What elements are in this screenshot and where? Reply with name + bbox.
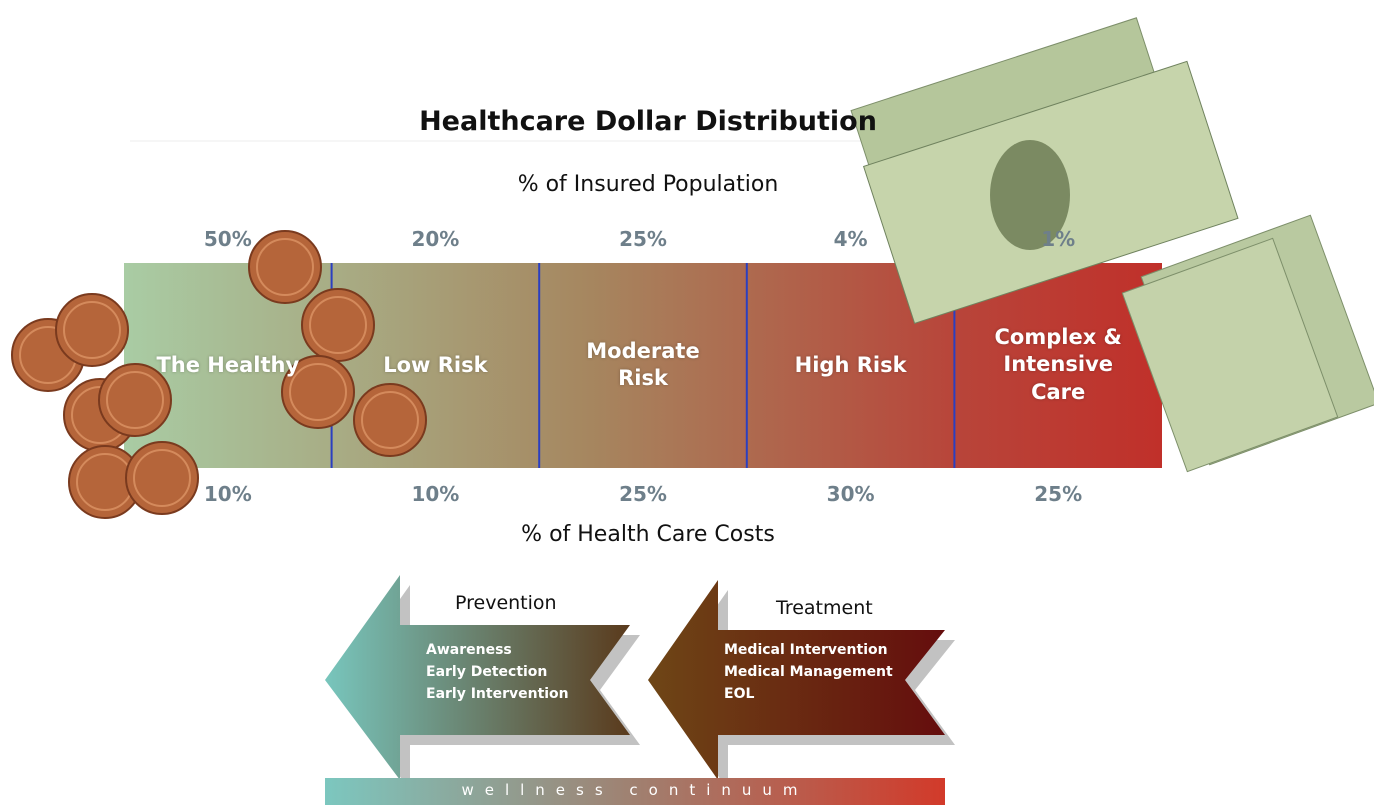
population-percent: 50% xyxy=(168,227,288,251)
coin xyxy=(354,384,426,456)
prevention-item: Early Intervention xyxy=(426,686,569,702)
coin xyxy=(302,289,374,361)
costs-percent: 25% xyxy=(583,482,703,506)
segment-name: Moderate Risk xyxy=(558,338,728,393)
treatment-item: Medical Intervention xyxy=(724,642,888,658)
infographic: Healthcare Dollar Distribution % of Insu… xyxy=(0,0,1374,807)
population-percent: 4% xyxy=(791,227,911,251)
segment-name: Low Risk xyxy=(350,352,520,379)
coin xyxy=(56,294,128,366)
title: Healthcare Dollar Distribution xyxy=(0,106,1296,137)
segment-name: The Healthy xyxy=(143,352,313,379)
segment-name: High Risk xyxy=(766,352,936,379)
segment-name: Complex & Intensive Care xyxy=(973,324,1143,406)
treatment-title: Treatment xyxy=(776,597,873,619)
prevention-item: Early Detection xyxy=(426,664,547,680)
costs-percent: 10% xyxy=(375,482,495,506)
population-percent: 25% xyxy=(583,227,703,251)
continuum-label: wellness continuum xyxy=(325,781,945,799)
prevention-title: Prevention xyxy=(455,592,557,614)
population-percent: 20% xyxy=(375,227,495,251)
population-percent: 1% xyxy=(998,227,1118,251)
costs-percent: 30% xyxy=(791,482,911,506)
treatment-item: EOL xyxy=(724,686,754,702)
population-label: % of Insured Population xyxy=(0,172,1296,197)
costs-percent: 10% xyxy=(168,482,288,506)
costs-percent: 25% xyxy=(998,482,1118,506)
treatment-item: Medical Management xyxy=(724,664,893,680)
costs-label: % of Health Care Costs xyxy=(0,522,1296,547)
prevention-item: Awareness xyxy=(426,642,512,658)
